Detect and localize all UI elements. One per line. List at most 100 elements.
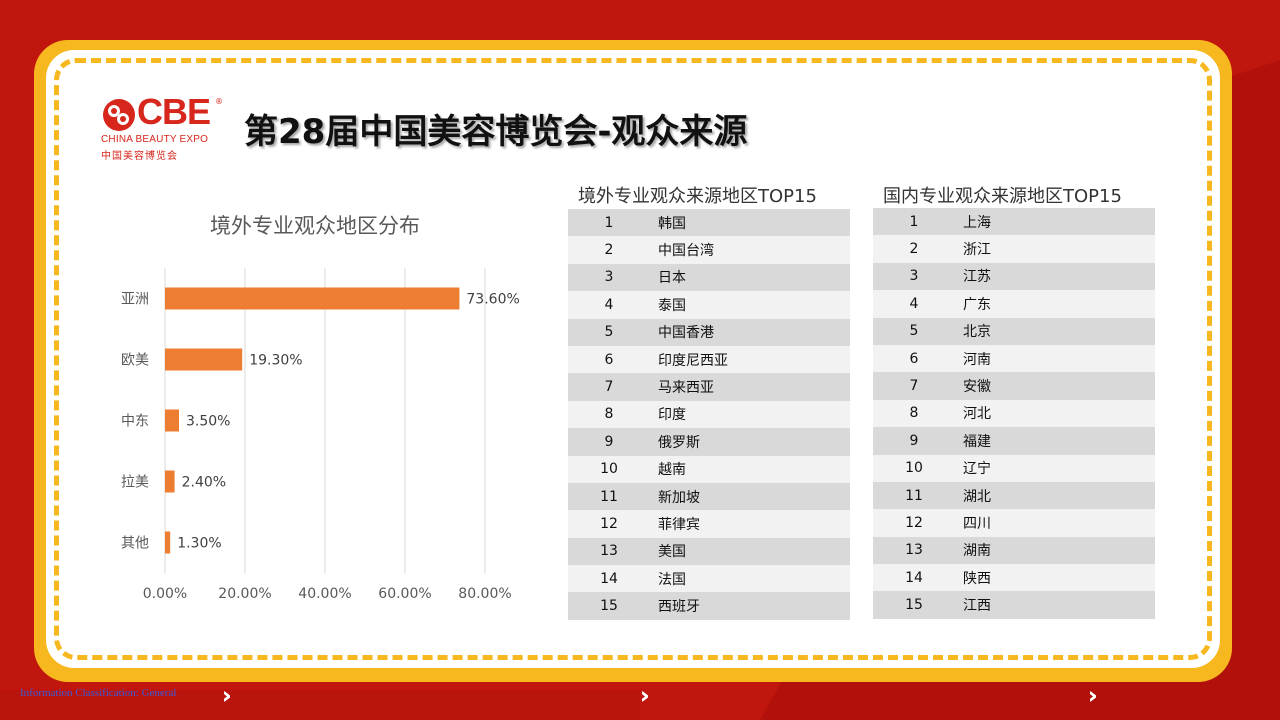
rank-cell: 3 <box>604 269 614 286</box>
rank-cell: 15 <box>600 598 618 615</box>
table-row: 15 西班牙 <box>568 592 850 620</box>
table-row: 7 安徽 <box>873 372 1155 400</box>
page-title: 第28届中国美容博览会-观众来源 <box>244 112 748 152</box>
table-row: 11 湖北 <box>873 481 1155 510</box>
table-row: 1 韩国 <box>568 209 850 237</box>
region-name-cell: 西班牙 <box>658 599 700 616</box>
table-row: 14 陕西 <box>873 564 1155 592</box>
region-name-cell: 湖北 <box>963 488 991 505</box>
region-name-cell: 韩国 <box>658 215 686 232</box>
data-label: 2.40% <box>182 475 226 491</box>
region-name-cell: 河北 <box>963 406 991 423</box>
rank-cell: 8 <box>604 406 614 423</box>
logo-emblem-icon <box>103 99 135 131</box>
table-row: 11 新加坡 <box>568 482 850 511</box>
table-row: 10 辽宁 <box>873 454 1155 482</box>
x-tick-label: 60.00% <box>378 586 431 602</box>
region-name-cell: 日本 <box>658 270 686 287</box>
category-label: 亚洲 <box>121 292 149 308</box>
rank-cell: 1 <box>909 213 919 230</box>
bar <box>165 287 460 310</box>
table-row: 5 北京 <box>873 317 1155 345</box>
region-name-cell: 中国香港 <box>658 325 714 342</box>
table-row: 3 江苏 <box>873 262 1155 291</box>
region-name-cell: 陕西 <box>963 570 991 587</box>
table-row: 12 四川 <box>873 509 1155 537</box>
table-row: 6 印度尼西亚 <box>568 345 850 374</box>
classification-note: Information Classification: General <box>20 687 177 699</box>
region-name-cell: 福建 <box>963 433 991 450</box>
region-name-cell: 四川 <box>963 515 991 532</box>
bar <box>165 409 179 432</box>
table-row: 2 浙江 <box>873 235 1155 263</box>
region-name-cell: 安徽 <box>963 379 991 396</box>
rank-cell: 5 <box>604 324 614 341</box>
x-tick-label: 0.00% <box>143 586 187 602</box>
region-name-cell: 马来西亚 <box>658 380 714 397</box>
category-label: 中东 <box>121 414 149 430</box>
table-row: 14 法国 <box>568 565 850 593</box>
rank-cell: 3 <box>909 268 919 285</box>
dashed-border <box>54 58 1212 660</box>
logo-subtitle-en: CHINA BEAUTY EXPO <box>101 134 209 145</box>
rank-cell: 9 <box>909 432 919 449</box>
region-name-cell: 中国台湾 <box>658 243 714 260</box>
rank-cell: 8 <box>909 405 919 422</box>
logo-registered-mark: ® <box>215 97 223 106</box>
region-name-cell: 法国 <box>658 571 686 588</box>
overseas-table-title: 境外专业观众来源地区TOP15 <box>578 186 817 207</box>
region-name-cell: 菲律宾 <box>658 516 700 533</box>
category-label: 拉美 <box>121 475 149 491</box>
table-row: 9 福建 <box>873 427 1155 455</box>
rank-cell: 14 <box>600 570 618 587</box>
region-name-cell: 北京 <box>963 324 991 341</box>
rank-cell: 4 <box>909 295 919 312</box>
rank-cell: 11 <box>600 488 618 505</box>
rank-cell: 10 <box>600 461 618 478</box>
chevron-decoration-left: ››››››››› <box>222 684 228 709</box>
table-row: 2 中国台湾 <box>568 236 850 264</box>
rank-cell: 7 <box>909 378 919 395</box>
rank-cell: 6 <box>604 351 614 368</box>
rank-cell: 1 <box>604 214 614 231</box>
table-row: 13 湖南 <box>873 536 1155 565</box>
region-name-cell: 辽宁 <box>963 461 991 478</box>
category-label: 其他 <box>121 536 149 552</box>
region-name-cell: 湖南 <box>963 543 991 560</box>
chevron-decoration-middle: ››››››››› <box>640 684 646 709</box>
table-row: 15 江西 <box>873 591 1155 619</box>
region-name-cell: 河南 <box>963 351 991 368</box>
rank-cell: 12 <box>905 514 923 531</box>
region-name-cell: 江西 <box>963 598 991 615</box>
x-tick-label: 40.00% <box>298 586 351 602</box>
region-name-cell: 俄罗斯 <box>658 434 700 451</box>
region-name-cell: 上海 <box>963 214 991 231</box>
logo-subtitle-cn: 中国美容博览会 <box>101 151 178 162</box>
rank-cell: 7 <box>604 379 614 396</box>
rank-cell: 10 <box>905 460 923 477</box>
rank-cell: 5 <box>909 323 919 340</box>
data-label: 73.60% <box>466 292 519 308</box>
region-name-cell: 印度 <box>658 407 686 424</box>
table-row: 4 广东 <box>873 290 1155 318</box>
region-name-cell: 广东 <box>963 296 991 313</box>
rank-cell: 6 <box>909 350 919 367</box>
region-distribution-chart: 境外专业观众地区分布 0.00% 20.00% 40.00% 60.00% 80.00% 亚… <box>100 200 540 610</box>
cbe-logo: CBE ® CHINA BEAUTY EXPO 中国美容博览会 <box>101 91 225 162</box>
region-name-cell: 江苏 <box>963 269 991 286</box>
rank-cell: 9 <box>604 433 614 450</box>
region-name-cell: 新加坡 <box>658 489 700 506</box>
table-row: 1 上海 <box>873 208 1155 236</box>
region-name-cell: 越南 <box>658 462 686 479</box>
table-row: 13 美国 <box>568 537 850 566</box>
rank-cell: 13 <box>600 543 618 560</box>
table-row: 6 河南 <box>873 344 1155 373</box>
bar <box>165 470 175 493</box>
rank-cell: 15 <box>905 597 923 614</box>
domestic-table-title: 国内专业观众来源地区TOP15 <box>883 186 1122 207</box>
chart-title: 境外专业观众地区分布 <box>210 214 420 238</box>
rank-cell: 12 <box>600 515 618 532</box>
region-name-cell: 美国 <box>658 544 686 561</box>
data-label: 1.30% <box>177 536 221 552</box>
region-name-cell: 浙江 <box>963 242 991 259</box>
